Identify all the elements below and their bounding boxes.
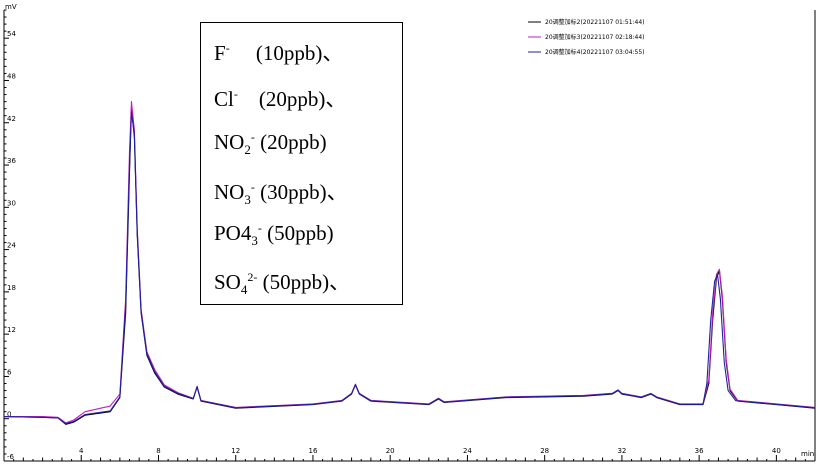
x-tick-label: 16 [308,447,317,455]
y-axis-unit: mV [5,3,17,11]
y-tick-label: 0 [7,411,11,419]
series-line-1 [3,108,816,425]
y-axis-ticks: -6 0 6 12 18 24 30 36 42 48 54 [4,9,16,462]
annotation-line-cl: Cl- (20ppb)、 [214,87,347,111]
x-tick-label: 36 [695,447,704,455]
x-axis-unit: min [801,450,814,458]
y-tick-label: -6 [7,453,15,461]
annotation-line-po4: PO43- (50ppb) [214,221,334,249]
series-line-3 [3,111,816,425]
x-tick-label: 20 [386,447,395,455]
x-tick-label: 28 [540,447,549,455]
y-tick-label: 12 [7,326,16,334]
annotation-box: F- (10ppb)、 Cl- (20ppb)、 NO2- (20ppb) NO… [200,22,403,305]
y-tick-label: 42 [7,115,16,123]
y-tick-label: 24 [7,242,16,250]
y-tick-label: 30 [7,199,16,207]
legend-label-2: 20调整加标3(20221107 02:18:44) [545,33,645,41]
y-tick-label: 48 [7,72,16,80]
annotation-line-so4: SO42- (50ppb)、 [214,270,351,298]
x-tick-label: 24 [463,447,472,455]
series-lines [3,101,816,425]
y-tick-label: 36 [7,157,16,165]
annotation-line-f: F- (10ppb)、 [214,41,344,65]
chart-axes: mV min [3,3,816,462]
x-tick-label: 40 [772,447,781,455]
series-line-2 [4,101,816,424]
legend-label-1: 20调整加标2(20221107 01:51:44) [545,18,645,26]
chart-legend: 20调整加标2(20221107 01:51:44) 20调整加标3(202211… [528,18,645,56]
legend-label-3: 20调整加标4(20221107 03:04:55) [545,48,645,56]
annotation-line-no2: NO2- (20ppb) [214,130,327,158]
annotation-line-no3: NO3- (30ppb)、 [214,180,348,208]
x-axis-ticks: 4 8 12 16 20 24 28 32 36 40 [3,447,816,461]
x-tick-label: 32 [617,447,626,455]
x-tick-label: 4 [79,447,84,455]
x-tick-label: 8 [156,447,160,455]
y-tick-label: 6 [7,368,12,376]
x-tick-label: 12 [231,447,240,455]
y-tick-label: 18 [7,284,16,292]
y-tick-label: 54 [7,30,16,38]
